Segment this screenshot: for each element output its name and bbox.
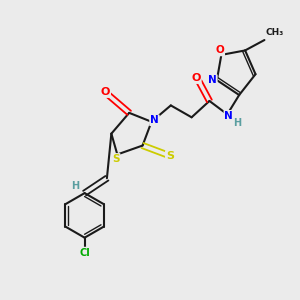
- Text: O: O: [215, 45, 224, 56]
- Text: N: N: [224, 111, 233, 121]
- Text: N: N: [208, 75, 217, 85]
- Text: N: N: [150, 115, 159, 125]
- Text: H: H: [71, 181, 79, 191]
- Text: O: O: [191, 73, 201, 83]
- Text: S: S: [166, 151, 174, 161]
- Text: S: S: [112, 154, 120, 164]
- Text: Cl: Cl: [79, 248, 90, 257]
- Text: O: O: [101, 87, 110, 97]
- Text: H: H: [234, 118, 242, 128]
- Text: CH₃: CH₃: [266, 28, 284, 37]
